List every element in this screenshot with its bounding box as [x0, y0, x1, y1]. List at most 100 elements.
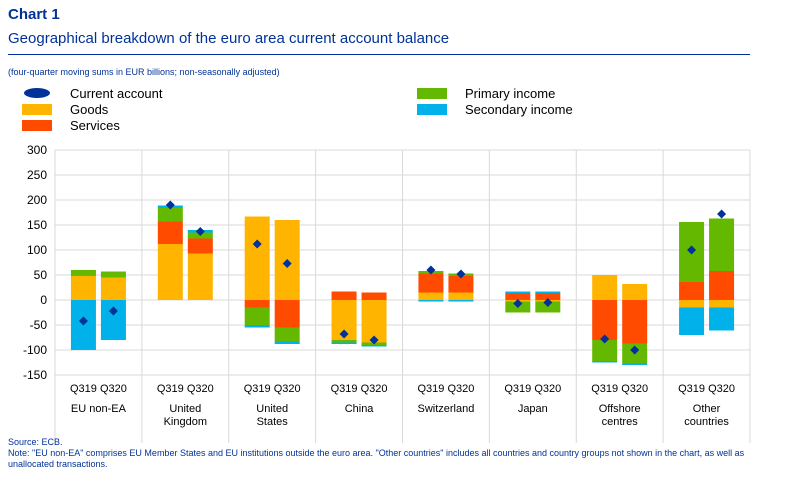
bar-secondary-income-4-0 [418, 300, 444, 302]
y-tick-label-2: -50 [30, 318, 48, 332]
period-label-2-0: Q319 [244, 383, 271, 395]
point-current-account-7-0 [687, 245, 697, 255]
bar-secondary-income-0-1 [100, 300, 126, 340]
bar-services-4-0 [418, 273, 444, 293]
group-label-6-0: Offshore [599, 403, 641, 415]
legend-label-4: Secondary income [465, 102, 573, 117]
bar-goods-4-1 [448, 292, 474, 300]
bar-services-1-0 [157, 221, 183, 244]
bar-services-3-1 [361, 292, 387, 300]
bar-secondary-income-3-0 [331, 342, 357, 344]
footnotes: Source: ECB. Note: "EU non-EA" comprises… [8, 437, 768, 470]
bar-services-6-1 [622, 300, 648, 344]
period-label-5-0: Q319 [504, 383, 531, 395]
units-note: (four-quarter moving sums in EUR billion… [8, 67, 280, 77]
y-tick-label-9: 300 [27, 143, 47, 157]
legend-marker-4 [417, 104, 447, 115]
period-label-4-0: Q319 [417, 383, 444, 395]
period-label-6-0: Q319 [591, 383, 618, 395]
point-current-account-2-1 [282, 259, 292, 268]
period-label-1-1: Q320 [187, 383, 214, 395]
y-tick-label-0: -150 [23, 368, 47, 382]
group-label-1-0: United [169, 403, 201, 415]
period-label-0-1: Q320 [100, 383, 127, 395]
group-label-6-1: centres [602, 416, 639, 428]
y-tick-label-4: 50 [34, 268, 48, 282]
point-current-account-7-1 [717, 209, 727, 219]
legend-marker-0 [24, 88, 50, 98]
bar-secondary-income-4-1 [448, 300, 474, 302]
definitions-note: Note: "EU non-EA" comprises EU Member St… [8, 448, 745, 469]
bar-secondary-income-6-1 [622, 363, 648, 365]
period-label-7-0: Q319 [678, 383, 705, 395]
bar-goods-0-0 [70, 276, 96, 300]
bar-goods-7-0 [679, 300, 705, 308]
legend-marker-2 [22, 120, 52, 131]
bar-primary-income-0-0 [70, 270, 96, 276]
bar-secondary-income-2-1 [274, 341, 300, 344]
bar-goods-3-1 [361, 300, 387, 343]
bar-primary-income-3-0 [331, 340, 357, 343]
group-label-7-1: countries [684, 416, 729, 428]
y-tick-label-8: 250 [27, 168, 47, 182]
bar-services-3-0 [331, 291, 357, 300]
group-label-1-1: Kingdom [164, 416, 207, 428]
bar-services-2-1 [274, 300, 300, 328]
bar-secondary-income-2-0 [244, 325, 270, 328]
point-current-account-5-0 [513, 299, 523, 308]
y-tick-label-6: 150 [27, 218, 47, 232]
legend-label-3: Primary income [465, 86, 555, 101]
point-current-account-1-1 [195, 227, 205, 236]
bar-services-1-1 [187, 238, 213, 254]
bar-goods-6-0 [592, 275, 618, 300]
period-label-1-0: Q319 [157, 383, 184, 395]
bar-secondary-income-5-0 [505, 291, 531, 293]
bar-goods-1-0 [157, 244, 183, 300]
group-label-5-0: Japan [518, 403, 548, 415]
group-label-0-0: EU non-EA [71, 403, 127, 415]
point-current-account-2-0 [252, 239, 262, 249]
source-note: Source: ECB. [8, 437, 63, 447]
bar-secondary-income-7-1 [709, 307, 735, 331]
period-label-0-0: Q319 [70, 383, 97, 395]
bar-services-7-0 [679, 282, 705, 300]
group-label-2-1: States [257, 416, 289, 428]
legend-marker-3 [417, 88, 447, 99]
chart-number: Chart 1 [8, 6, 60, 23]
point-current-account-1-0 [165, 200, 175, 210]
bar-services-7-1 [709, 271, 735, 300]
period-label-3-0: Q319 [331, 383, 358, 395]
point-current-account-6-1 [630, 345, 640, 355]
bar-primary-income-6-0 [592, 340, 618, 361]
legend-label-2: Services [70, 118, 120, 133]
bar-secondary-income-7-0 [679, 307, 705, 335]
y-tick-label-3: 0 [40, 293, 47, 307]
bar-services-5-1 [535, 293, 561, 300]
bar-services-6-0 [592, 300, 618, 340]
group-label-2-0: United [256, 403, 288, 415]
y-tick-label-7: 200 [27, 193, 47, 207]
period-label-7-1: Q320 [708, 383, 735, 395]
bar-primary-income-7-1 [709, 218, 735, 271]
legend-label-1: Goods [70, 102, 109, 117]
period-label-5-1: Q320 [534, 383, 561, 395]
bar-goods-0-1 [100, 277, 126, 300]
bar-services-2-0 [244, 300, 270, 308]
bar-goods-6-1 [622, 284, 648, 300]
bar-primary-income-0-1 [100, 271, 126, 278]
y-tick-label-1: -100 [23, 343, 47, 357]
bar-services-4-1 [448, 276, 474, 293]
bar-goods-2-0 [244, 216, 270, 300]
point-current-account-6-0 [600, 334, 610, 344]
bar-primary-income-2-1 [274, 327, 300, 342]
point-current-account-0-1 [108, 306, 118, 316]
point-current-account-3-1 [369, 335, 379, 345]
period-label-3-1: Q320 [361, 383, 388, 395]
group-label-4-0: Switzerland [418, 403, 475, 415]
point-current-account-3-0 [339, 329, 349, 339]
legend-label-0: Current account [70, 86, 163, 101]
group-label-7-0: Other [693, 403, 721, 415]
period-label-6-1: Q320 [621, 383, 648, 395]
bar-secondary-income-3-1 [361, 345, 387, 347]
